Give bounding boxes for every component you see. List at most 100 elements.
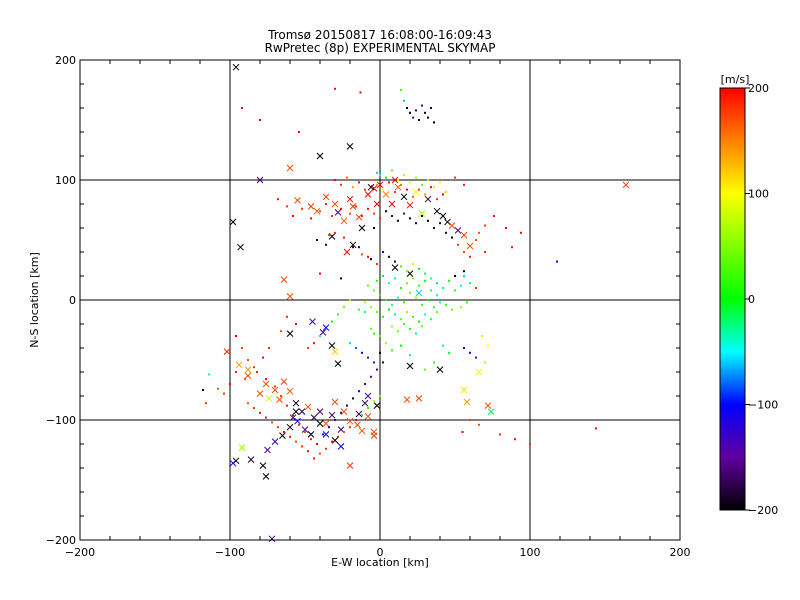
data-point-x <box>415 289 423 297</box>
data-point-dot <box>340 207 342 210</box>
data-point-dot <box>359 91 362 94</box>
data-point-dot <box>484 361 486 364</box>
data-point-x <box>400 193 408 201</box>
data-point-x <box>334 360 342 367</box>
data-point-x <box>262 473 270 480</box>
data-point-dot <box>361 215 363 217</box>
data-point-dot <box>376 311 378 313</box>
colorbar-tick-label: 0 <box>748 293 755 306</box>
data-point-x <box>232 63 240 71</box>
data-point-dot <box>307 347 309 349</box>
data-point-dot <box>244 378 246 381</box>
data-point-dot <box>355 419 357 421</box>
data-point-dot <box>259 119 261 121</box>
data-point-x <box>316 420 324 427</box>
data-point-x <box>354 421 361 429</box>
data-point-dot <box>415 109 417 112</box>
data-point-x <box>373 402 381 409</box>
data-point-dot <box>259 411 261 414</box>
data-point-dot <box>376 279 378 282</box>
data-point-dot <box>349 299 351 301</box>
data-point-dot <box>376 368 378 371</box>
data-point-dot <box>334 87 336 90</box>
data-point-x <box>391 176 399 184</box>
data-point-x <box>367 183 375 191</box>
data-point-dot <box>412 315 414 318</box>
data-point-dot <box>319 272 321 275</box>
data-point-dot <box>370 179 372 181</box>
data-point-dot <box>367 356 369 359</box>
data-point-x <box>292 399 300 407</box>
data-point-dot <box>391 325 393 328</box>
data-point-dot <box>352 397 354 400</box>
data-point-dot <box>379 335 381 337</box>
data-point-x <box>294 417 301 425</box>
data-point-dot <box>433 186 435 189</box>
data-point-x <box>475 368 483 376</box>
data-point-dot <box>325 447 327 450</box>
data-point-dot <box>334 231 336 234</box>
data-point-dot <box>358 390 360 393</box>
data-point-dot <box>358 181 360 184</box>
data-point-dot <box>373 212 375 215</box>
y-tick-label: −200 <box>46 534 76 547</box>
data-point-dot <box>331 440 333 443</box>
data-point-dot <box>316 443 318 445</box>
data-point-dot <box>319 210 321 213</box>
y-axis: −200 −100 0 100 200 <box>46 54 680 547</box>
data-point-x <box>364 413 372 420</box>
data-point-dot <box>337 435 339 438</box>
data-point-x <box>364 191 372 198</box>
data-point-dot <box>376 263 378 265</box>
data-point-dot <box>406 270 408 273</box>
data-point-x <box>286 423 294 431</box>
data-point-x <box>264 446 271 454</box>
x-tick-label: −100 <box>215 546 245 559</box>
data-point-dot <box>301 445 303 448</box>
colorbar-label: [m/s] <box>721 73 750 86</box>
data-point-dot <box>319 335 321 337</box>
colorbar-ticks: 200 100 0 −100 −200 <box>745 82 778 517</box>
data-point-dot <box>349 342 351 345</box>
data-point-dot <box>421 104 423 107</box>
data-point-x <box>271 438 279 445</box>
data-point-x <box>331 200 339 208</box>
data-point-dot <box>337 313 339 316</box>
data-point-x <box>346 143 354 150</box>
data-point-dot <box>358 246 360 249</box>
data-point-dot <box>361 414 363 417</box>
data-point-dot <box>274 385 276 388</box>
data-point-dot <box>361 253 363 256</box>
data-point-dot <box>319 452 321 455</box>
data-point-x <box>316 408 324 415</box>
data-point-x <box>334 209 342 216</box>
data-point-x <box>294 197 301 204</box>
data-point-dot <box>421 303 423 306</box>
data-point-dot <box>205 402 207 405</box>
colorbar <box>719 87 746 511</box>
data-point-x <box>304 403 312 411</box>
x-axis: −200 −100 0 100 200 <box>65 60 691 559</box>
data-point-dot <box>271 421 273 424</box>
data-point-dot <box>424 272 426 275</box>
data-point-dot <box>475 239 477 241</box>
data-point-dot <box>511 246 513 249</box>
data-point-x <box>340 217 348 225</box>
data-point-dot <box>379 174 381 177</box>
x-tick-label: 200 <box>670 546 691 559</box>
data-point-dot <box>364 301 366 304</box>
data-point-dot <box>442 344 444 347</box>
data-point-x <box>373 200 381 208</box>
data-point-dot <box>403 323 405 325</box>
data-point-x <box>322 420 330 427</box>
data-point-dot <box>430 277 432 280</box>
data-point-dot <box>382 188 384 191</box>
data-point-x <box>223 348 231 355</box>
y-tick-label: −100 <box>46 414 76 427</box>
data-point-dot <box>289 435 291 438</box>
data-point-dot <box>310 438 312 441</box>
data-point-dot <box>448 351 450 354</box>
data-point-dot <box>349 212 351 215</box>
data-point-x <box>319 329 327 336</box>
data-point-dot <box>430 318 432 321</box>
